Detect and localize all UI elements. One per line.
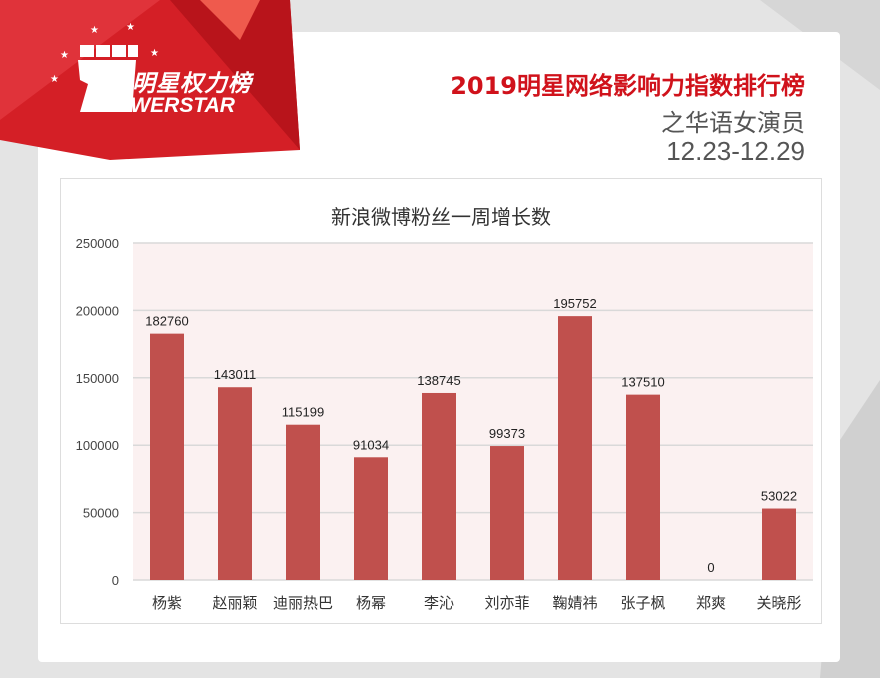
data-label: 91034 [353,437,389,452]
data-label: 182760 [145,314,188,329]
logo-english: POWERSTAR [100,94,235,117]
date-range: 12.23-12.29 [666,136,805,166]
y-tick-label: 200000 [76,303,119,318]
svg-text:★: ★ [50,74,59,85]
svg-text:★: ★ [126,22,135,33]
logo-chinese: 明星权力榜 [132,71,252,97]
chart-title: 新浪微博粉丝一周增长数 [331,205,551,229]
data-label: 99373 [489,426,525,441]
chart-container: 新浪微博粉丝一周增长数 0 50000 100000 150000 200000 2500… [60,178,822,624]
logo-banner: ★ ★ ★ ★ ★ [0,0,300,160]
x-tick-label: 杨幂 [356,595,386,612]
bar-1 [150,333,184,580]
svg-text:★: ★ [90,25,99,36]
y-tick-label: 0 [112,573,119,588]
bar-5 [422,392,456,580]
x-tick-label: 迪丽热巴 [273,595,333,612]
x-tick-label: 鞠婧祎 [552,595,597,612]
svg-text:★: ★ [60,50,69,61]
svg-text:★: ★ [150,48,159,59]
bar-7 [558,316,592,580]
x-tick-label: 李沁 [424,595,454,612]
bar-chart: 0 50000 100000 150000 200000 250000 182760 杨紫 14… [76,236,813,612]
data-label: 137510 [621,375,664,390]
data-label: 115199 [282,405,324,420]
x-tick-label: 关晓彤 [756,595,801,612]
x-tick-label: 杨紫 [152,595,182,612]
bar-8 [626,394,660,580]
data-label: 0 [707,560,714,575]
x-tick-label: 赵丽颖 [212,595,257,612]
bar-4 [354,457,388,580]
y-tick-label: 150000 [76,371,119,386]
data-label: 53022 [761,489,797,504]
y-tick-label: 250000 [76,236,119,251]
x-tick-label: 张子枫 [620,595,665,612]
x-tick-label: 刘亦菲 [484,595,529,612]
page-subtitle: 之华语女演员 [661,109,805,137]
data-label: 138745 [417,373,460,388]
x-tick-label: 郑爽 [696,595,726,612]
bar-10 [762,508,796,580]
page-title: 2019明星网络影响力指数排行榜 [450,72,805,100]
bar-2 [218,387,252,580]
y-tick-label: 100000 [76,438,119,453]
data-label: 143011 [214,367,256,382]
y-tick-label: 50000 [83,506,119,521]
bar-3 [286,424,320,580]
data-label: 195752 [553,296,596,311]
bar-6 [490,446,524,580]
